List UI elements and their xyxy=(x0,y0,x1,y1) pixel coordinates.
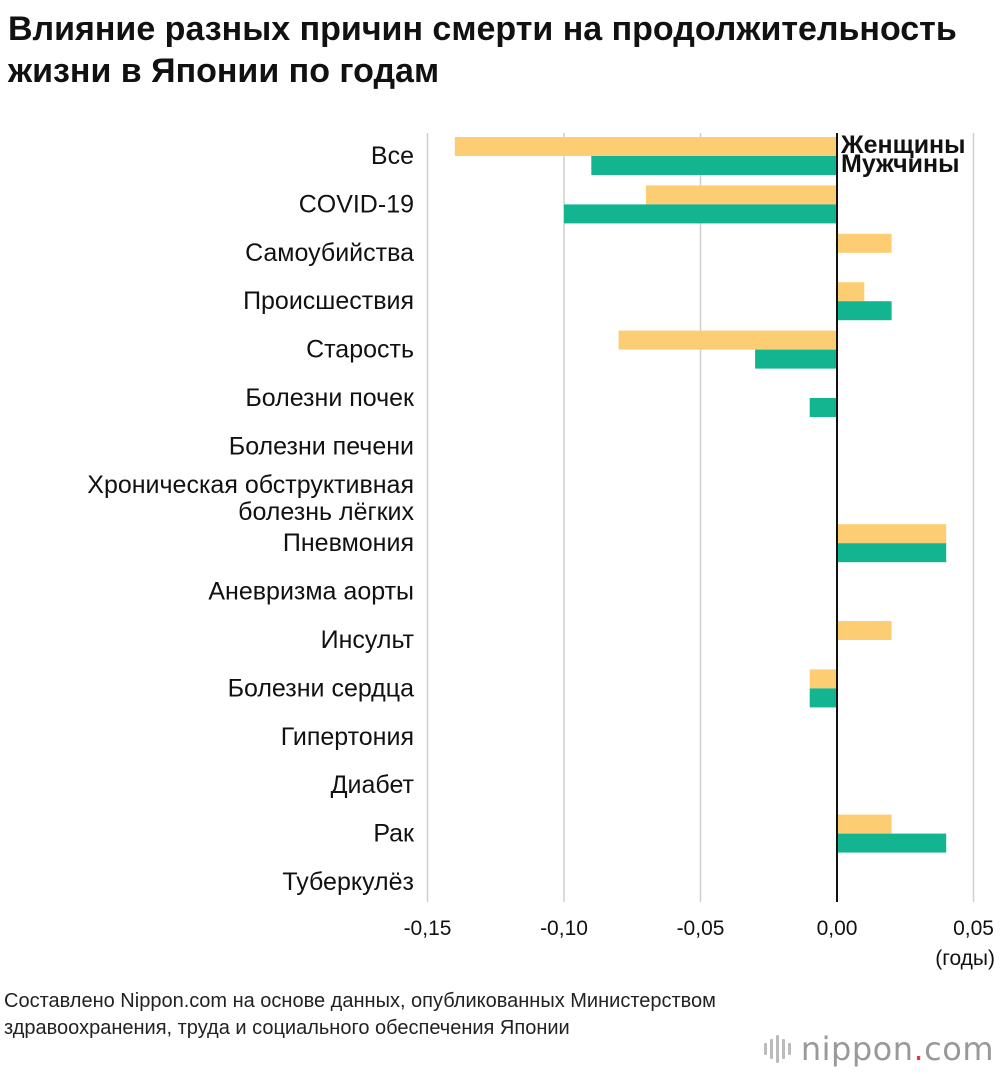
bar-chart: Все COVID-19 Самоубийства Происшествия Старо… xyxy=(87,131,995,970)
category-label: Самоубийства xyxy=(245,239,414,267)
bar-men xyxy=(837,301,892,321)
category-label: Все xyxy=(371,142,414,170)
x-tick-label: -0,15 xyxy=(404,917,452,940)
category-label: Болезни почек xyxy=(245,384,415,412)
category-label: Болезни сердца xyxy=(228,674,415,702)
nippon-logo: nippon.com xyxy=(763,1030,994,1068)
bar-women xyxy=(454,137,837,156)
x-tick-label: -0,05 xyxy=(677,917,725,940)
category-label: Инсульт xyxy=(321,626,415,654)
bar-women xyxy=(837,814,892,834)
category-label: Гипертония xyxy=(281,723,414,751)
gridlines xyxy=(426,133,975,902)
bar-men xyxy=(837,543,947,563)
bar-men xyxy=(809,688,837,708)
category-label: Диабет xyxy=(331,771,415,799)
category-label: Аневризма аорты xyxy=(208,578,414,606)
category-label: Туберкулёз xyxy=(282,868,414,896)
x-tick-label: -0,10 xyxy=(540,917,588,940)
category-label: Происшествия xyxy=(243,287,414,315)
bar-women xyxy=(809,669,837,689)
bar-women xyxy=(618,330,837,350)
category-label: Старость xyxy=(306,336,414,364)
bar-women xyxy=(837,282,865,302)
category-label: Хроническая обструктивная болезнь лёгких xyxy=(87,471,414,526)
bar-men xyxy=(837,833,947,853)
bar-men xyxy=(755,349,837,369)
category-label: Болезни печени xyxy=(229,432,414,460)
x-axis-label: (годы) xyxy=(935,947,995,970)
bar-women xyxy=(645,185,837,205)
bar-men xyxy=(564,204,837,224)
logo-sound-bars-icon xyxy=(763,1035,791,1063)
x-tick-label: 0,00 xyxy=(817,917,858,940)
category-label: Рак xyxy=(373,820,415,848)
bars xyxy=(454,137,947,853)
category-labels: Все COVID-19 Самоубийства Происшествия Старо… xyxy=(87,142,415,896)
source-note: Составлено Nippon.com на основе данных, … xyxy=(4,990,716,1039)
bar-women xyxy=(837,524,947,544)
bar-women xyxy=(837,621,892,640)
bar-women xyxy=(837,233,892,253)
legend-women: Женщины xyxy=(840,131,966,159)
category-label: Пневмония xyxy=(283,529,414,557)
x-tick-labels: -0,15 -0,10 -0,05 0,00 0,05 (годы) xyxy=(404,917,995,970)
logo-text: nippon.com xyxy=(800,1030,994,1068)
bar-men xyxy=(809,398,837,417)
bar-men xyxy=(591,156,837,175)
chart-title: Влияние разных причин смерти на продолжи… xyxy=(8,10,957,90)
category-label: COVID-19 xyxy=(299,190,414,218)
x-tick-label: 0,05 xyxy=(953,917,994,940)
legend-men: Мужчины xyxy=(841,150,959,178)
